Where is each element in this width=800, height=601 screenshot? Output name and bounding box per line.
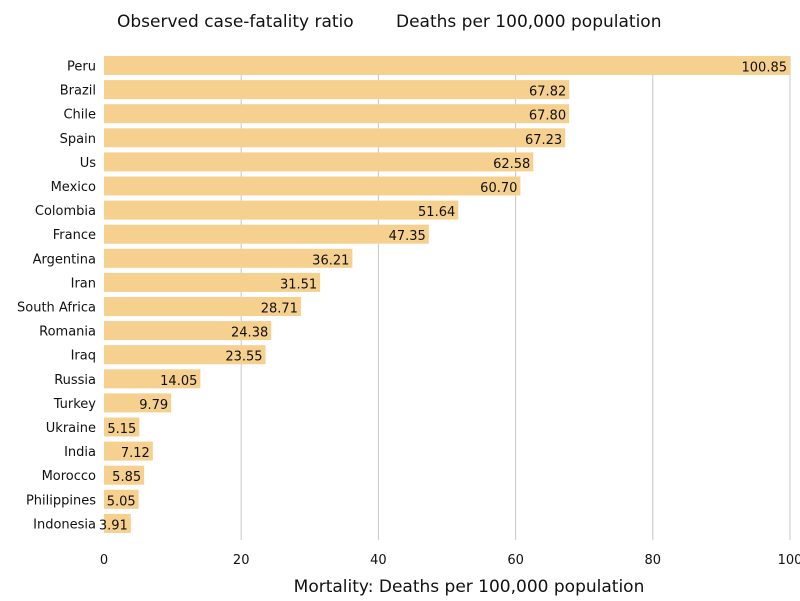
category-label-iran: Iran (71, 276, 96, 291)
x-axis-tick-label: 60 (507, 553, 524, 568)
category-label-romania: Romania (39, 325, 96, 340)
bar-chile[interactable] (104, 104, 570, 124)
value-label-ukraine: 5.15 (107, 422, 136, 437)
category-label-peru: Peru (67, 60, 96, 75)
category-label-france: France (53, 228, 96, 243)
value-label-france: 47.35 (389, 229, 426, 244)
value-label-brazil: 67.82 (529, 85, 566, 100)
value-label-mexico: 60.70 (480, 181, 517, 196)
category-label-india: India (64, 445, 96, 460)
bar-ukraine[interactable] (104, 417, 140, 437)
value-label-morocco: 5.85 (112, 470, 141, 485)
category-label-iraq: Iraq (71, 349, 96, 364)
category-label-spain: Spain (60, 132, 96, 147)
value-labels: 100.85 67.82 67.80 67.23 62.58 60.70 51.64 47.3… (99, 61, 787, 534)
value-label-spain: 67.23 (525, 133, 562, 148)
value-label-india: 7.12 (121, 446, 150, 461)
category-label-turkey: Turkey (53, 397, 97, 412)
tab-case-fatality[interactable]: Observed case-fatality ratio (117, 12, 354, 32)
category-label-ukraine: Ukraine (46, 421, 96, 436)
bar-series (104, 56, 790, 533)
x-axis-tick-label: 100 (778, 553, 800, 568)
value-label-turkey: 9.79 (139, 398, 168, 413)
tab-deaths-per-100k[interactable]: Deaths per 100,000 population (396, 12, 661, 32)
value-label-argentina: 36.21 (312, 253, 349, 268)
value-label-chile: 67.80 (529, 109, 566, 124)
bar-iran[interactable] (104, 272, 321, 292)
x-axis-tick-label: 80 (645, 553, 662, 568)
category-labels: Peru Brazil Chile Spain Us Mexico Colombia Fran… (17, 60, 96, 533)
bar-indonesia[interactable] (104, 513, 131, 533)
bar-us[interactable] (104, 152, 534, 172)
category-label-philippines: Philippines (26, 493, 96, 508)
x-axis-tick-label: 20 (233, 553, 250, 568)
bar-south-africa[interactable] (104, 297, 301, 316)
value-label-philippines: 5.05 (107, 494, 136, 509)
value-label-romania: 24.38 (231, 326, 268, 341)
value-label-colombia: 51.64 (418, 205, 455, 220)
bar-argentina[interactable] (104, 248, 353, 268)
bar-philippines[interactable] (104, 489, 139, 509)
bar-morocco[interactable] (104, 465, 145, 485)
category-label-chile: Chile (63, 108, 96, 123)
value-label-iran: 31.51 (280, 277, 317, 292)
bar-mexico[interactable] (104, 176, 521, 196)
bar-romania[interactable] (104, 321, 272, 341)
bar-russia[interactable] (104, 369, 201, 389)
value-label-peru: 100.85 (742, 61, 788, 76)
category-label-south-africa: South Africa (17, 301, 96, 316)
category-label-argentina: Argentina (33, 252, 96, 267)
category-label-indonesia: Indonesia (33, 517, 96, 532)
bar-brazil[interactable] (104, 80, 570, 100)
value-label-iraq: 23.55 (225, 350, 262, 365)
category-label-russia: Russia (54, 373, 96, 388)
category-label-colombia: Colombia (35, 204, 96, 219)
value-label-russia: 14.05 (160, 374, 197, 389)
x-axis-tick-label: 0 (100, 553, 108, 568)
value-label-us: 62.58 (493, 157, 530, 172)
x-axis-title: Mortality: Deaths per 100,000 population (294, 577, 645, 597)
bar-france[interactable] (104, 224, 429, 244)
category-label-mexico: Mexico (51, 180, 96, 195)
bar-iraq[interactable] (104, 345, 266, 365)
value-label-south-africa: 28.71 (261, 302, 298, 317)
category-label-us: Us (80, 156, 97, 171)
bar-turkey[interactable] (104, 393, 172, 413)
category-label-morocco: Morocco (42, 469, 96, 484)
bar-colombia[interactable] (104, 200, 459, 220)
bar-spain[interactable] (104, 128, 566, 148)
x-axis-ticks: 0 20 40 60 80 100 (100, 553, 800, 568)
x-axis-tick-label: 40 (370, 553, 387, 568)
bar-peru[interactable] (104, 56, 790, 75)
bar-india[interactable] (104, 441, 153, 461)
category-label-brazil: Brazil (60, 84, 96, 99)
value-label-indonesia: 3.91 (99, 518, 128, 533)
